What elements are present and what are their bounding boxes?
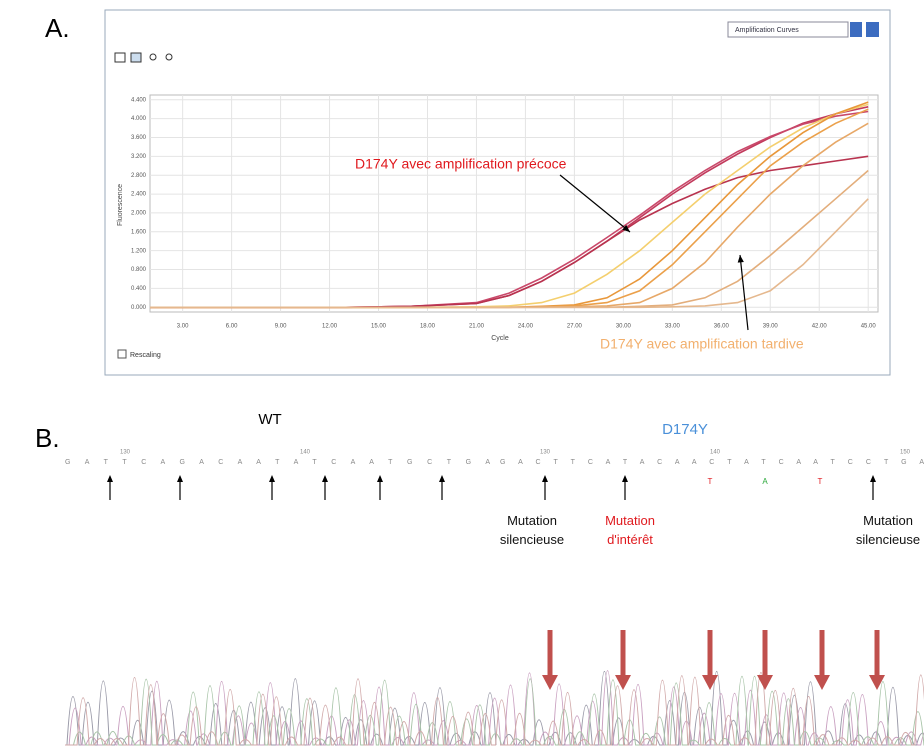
y-axis-label: Fluorescence xyxy=(117,184,124,226)
mutation-note: Mutation silencieuse xyxy=(500,513,564,547)
note-line: silencieuse xyxy=(500,532,564,547)
dropdown-text: Amplification Curves xyxy=(735,27,799,34)
position-label: 130 xyxy=(540,450,551,456)
figure: A. Amplification Curves Rescaling Cycle … xyxy=(0,0,924,753)
arrow-head xyxy=(870,475,876,482)
mutant-title: D174Y xyxy=(662,421,708,438)
y-tick-label: 3.200 xyxy=(131,154,147,160)
x-tick-label: 42.00 xyxy=(812,324,828,330)
highlight-arrow-head xyxy=(869,675,885,690)
plot-area xyxy=(150,95,878,312)
y-tick-label: 2.000 xyxy=(131,211,147,217)
sequence: G A C T T C A T A C A A C T A T C A A T … xyxy=(500,459,924,466)
mutation-note: Mutation d'intérêt xyxy=(605,513,655,547)
highlight-arrow-head xyxy=(814,675,830,690)
note-line: Mutation xyxy=(605,513,655,528)
panel-label: B. xyxy=(35,423,60,453)
x-tick-label: 39.00 xyxy=(763,324,779,330)
checkbox-label: Rescaling xyxy=(130,352,161,359)
x-tick-label: 9.00 xyxy=(275,324,287,330)
x-tick-label: 24.00 xyxy=(518,324,534,330)
y-tick-label: 2.400 xyxy=(131,192,147,198)
annotation: D174Y avec amplification tardive xyxy=(600,336,804,352)
mutation-note: Mutation silencieuse xyxy=(856,513,920,547)
arrow-head xyxy=(542,475,548,482)
note-line: Mutation xyxy=(863,513,913,528)
note-line: d'intérêt xyxy=(607,532,653,547)
arrow-head xyxy=(322,475,328,482)
x-tick-label: 18.00 xyxy=(420,324,436,330)
y-tick-label: 0.800 xyxy=(131,267,147,273)
x-tick-label: 45.00 xyxy=(861,324,877,330)
arrow-head xyxy=(107,475,113,482)
base-call: A xyxy=(762,477,768,486)
x-tick-label: 12.00 xyxy=(322,324,338,330)
position-label: 130 xyxy=(120,450,131,456)
arrow-head xyxy=(439,475,445,482)
x-tick-label: 27.00 xyxy=(567,324,583,330)
chromatogram-trace xyxy=(500,676,924,745)
highlight-arrow-head xyxy=(757,675,773,690)
arrow-head xyxy=(377,475,383,482)
base-call: T xyxy=(818,477,823,486)
highlight-arrow-head xyxy=(702,675,718,690)
tool-icon[interactable] xyxy=(131,53,141,62)
y-tick-label: 3.600 xyxy=(131,135,147,141)
arrow-head xyxy=(622,475,628,482)
checkbox[interactable] xyxy=(118,350,126,358)
x-tick-label: 6.00 xyxy=(226,324,238,330)
note-line: silencieuse xyxy=(856,532,920,547)
x-tick-label: 15.00 xyxy=(371,324,387,330)
y-tick-label: 1.200 xyxy=(131,248,147,254)
y-tick-label: 2.800 xyxy=(131,173,147,179)
panel-label: A. xyxy=(45,13,70,43)
dropdown-button[interactable] xyxy=(850,22,862,37)
x-tick-label: 36.00 xyxy=(714,324,730,330)
position-label: 140 xyxy=(300,450,311,456)
x-tick-label: 21.00 xyxy=(469,324,485,330)
settings-button[interactable] xyxy=(866,22,879,37)
x-tick-label: 33.00 xyxy=(665,324,681,330)
note-line: Mutation xyxy=(507,513,557,528)
x-tick-label: 30.00 xyxy=(616,324,632,330)
chromatogram-trace xyxy=(65,678,508,745)
arrow-head xyxy=(177,475,183,482)
highlight-arrow-head xyxy=(615,675,631,690)
wt-title: WT xyxy=(258,411,281,428)
x-axis-label: Cycle xyxy=(491,335,509,342)
annotation: D174Y avec amplification précoce xyxy=(355,156,567,172)
position-label: 150 xyxy=(900,450,911,456)
y-tick-label: 1.600 xyxy=(131,229,147,235)
y-tick-label: 0.000 xyxy=(131,305,147,311)
sequence: G A T T C A G A C A A T A T C A A T G C … xyxy=(65,459,490,466)
x-tick-label: 3.00 xyxy=(177,324,189,330)
highlight-arrow-head xyxy=(542,675,558,690)
arrow-head xyxy=(269,475,275,482)
y-tick-label: 4.000 xyxy=(131,116,147,122)
position-label: 140 xyxy=(710,450,721,456)
y-tick-label: 4.400 xyxy=(131,97,147,103)
y-tick-label: 0.400 xyxy=(131,286,147,292)
base-call: T xyxy=(708,477,713,486)
